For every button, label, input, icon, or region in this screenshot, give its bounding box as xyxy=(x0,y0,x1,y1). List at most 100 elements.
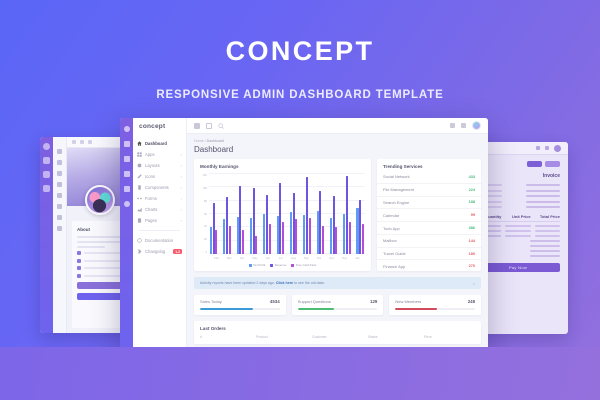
about-heading: About xyxy=(77,227,90,232)
follow-button[interactable] xyxy=(77,281,122,289)
bar xyxy=(295,218,298,254)
list-item-text xyxy=(84,252,122,254)
list-item[interactable]: Finance App 270 xyxy=(377,260,481,272)
alert-link[interactable]: Click here xyxy=(275,281,294,285)
bar-group xyxy=(236,173,245,254)
bar xyxy=(242,229,245,254)
background-window-profile[interactable]: About xyxy=(40,137,132,333)
bar xyxy=(329,218,332,254)
x-tick-label: May xyxy=(252,255,258,260)
print-button[interactable] xyxy=(527,161,542,167)
sidebar: concept Dashboard Apps › Layouts › Icons xyxy=(133,118,187,350)
meta-key xyxy=(476,184,502,186)
sidebar-item-documentation[interactable]: Documentation xyxy=(133,235,186,246)
x-tick-label: Jun xyxy=(265,255,270,260)
close-icon[interactable]: × xyxy=(472,280,475,286)
rail-icon-chat[interactable] xyxy=(123,156,130,162)
progress-fill xyxy=(297,308,334,310)
bar xyxy=(343,214,346,254)
stat-card: Sales Today 4534 xyxy=(194,295,286,315)
activity-alert[interactable]: Activity reports have been updated 2 day… xyxy=(194,277,481,289)
x-tick-label: Aug xyxy=(290,255,296,260)
list-item[interactable]: Mailbox 144 xyxy=(377,235,481,248)
list-item[interactable]: Todo App 386 xyxy=(377,222,481,235)
list-item[interactable]: Travel Guide 180 xyxy=(377,248,481,261)
invoice-meta-row xyxy=(476,189,560,192)
app-logo[interactable]: concept xyxy=(139,122,166,130)
column-header: Product xyxy=(256,334,268,339)
nav-icon-5 xyxy=(57,193,62,198)
bell-icon[interactable] xyxy=(461,123,466,128)
bar xyxy=(361,224,364,254)
rail-icon-files[interactable] xyxy=(123,186,130,192)
meta-value xyxy=(526,206,560,208)
cell xyxy=(476,225,502,227)
sidebar-item-forms[interactable]: Forms › xyxy=(133,193,186,204)
sidebar-item-label: Layouts xyxy=(145,163,160,168)
list-item xyxy=(77,251,122,255)
meta-value xyxy=(526,200,560,203)
topbar xyxy=(187,118,488,134)
x-tick-label: Dec xyxy=(342,255,348,260)
total-value xyxy=(530,255,560,257)
list-item xyxy=(77,258,122,263)
service-value: 99 xyxy=(470,213,475,218)
list-item xyxy=(77,273,122,278)
sidebar-item-label: Pages xyxy=(145,218,157,223)
sidebar-item-icons[interactable]: Icons › xyxy=(133,171,186,182)
search-icon[interactable] xyxy=(218,122,224,129)
sidebar-item-apps[interactable]: Apps › xyxy=(133,149,186,160)
sidebar-item-components[interactable]: Components › xyxy=(133,182,186,193)
left-window-topbar xyxy=(67,137,132,148)
list-item[interactable]: Search Engine 188 xyxy=(377,197,481,210)
meta-value xyxy=(526,189,560,192)
sidebar-item-dashboard[interactable]: Dashboard xyxy=(133,138,186,149)
topbar-icon-a xyxy=(72,140,76,144)
nav-icon-6 xyxy=(57,204,62,209)
bar xyxy=(255,236,258,254)
invoice-meta-row xyxy=(476,200,560,203)
grid-icon[interactable] xyxy=(450,123,455,128)
nav-icon-2 xyxy=(57,160,62,165)
message-button[interactable] xyxy=(77,292,122,300)
breadcrumb-home[interactable]: Home xyxy=(194,139,204,143)
pages-icon xyxy=(137,218,142,223)
list-item[interactable]: Calendar 99 xyxy=(377,209,481,223)
avatar[interactable] xyxy=(472,121,481,130)
column-header: Price xyxy=(424,334,432,339)
list-item-text xyxy=(84,274,122,277)
rail-icon-settings[interactable] xyxy=(123,201,130,207)
rail-icon-calendar[interactable] xyxy=(123,171,130,177)
bar xyxy=(321,226,324,254)
invoice-actions xyxy=(476,161,560,167)
pdf-button[interactable] xyxy=(545,161,560,167)
sidebar-item-charts[interactable]: Charts › xyxy=(133,204,186,215)
legend-label: Free Cash Flow xyxy=(295,263,317,267)
dashboard-window[interactable]: concept Dashboard Apps › Layouts › Icons xyxy=(120,118,488,350)
bar xyxy=(289,212,292,254)
legend-item[interactable]: Free Cash Flow xyxy=(291,263,316,267)
rail-icon-mail[interactable] xyxy=(123,141,130,147)
hamburger-icon[interactable] xyxy=(194,122,200,129)
rail-logo-icon[interactable] xyxy=(123,126,130,132)
list-item[interactable]: Social Network 433 xyxy=(377,171,481,184)
main-content: Home / Dashboard Dashboard Monthly Earni… xyxy=(187,118,488,350)
content-scroll[interactable]: Home / Dashboard Dashboard Monthly Earni… xyxy=(187,134,488,350)
x-tick-label: Nov xyxy=(329,255,335,260)
service-name: File Management xyxy=(383,187,414,193)
list-item[interactable]: File Management 224 xyxy=(377,184,481,197)
bar xyxy=(281,221,285,254)
bar-group xyxy=(276,173,285,254)
sidebar-item-pages[interactable]: Pages › xyxy=(133,215,186,226)
bar xyxy=(308,218,311,254)
chevron-right-icon: › xyxy=(180,196,182,201)
pay-now-button[interactable]: Pay Now xyxy=(476,263,560,272)
sidebar-item-changelog[interactable]: Changelog 1.2 xyxy=(133,246,186,257)
legend-item[interactable]: Revenue xyxy=(270,263,286,267)
legend-item[interactable]: Net Profit xyxy=(248,263,265,267)
square-icon[interactable] xyxy=(206,122,212,129)
x-tick-label: Jan xyxy=(355,255,360,260)
sidebar-item-layouts[interactable]: Layouts › xyxy=(133,160,186,171)
column-header: Status xyxy=(368,334,378,339)
service-name: Mailbox xyxy=(383,238,397,244)
